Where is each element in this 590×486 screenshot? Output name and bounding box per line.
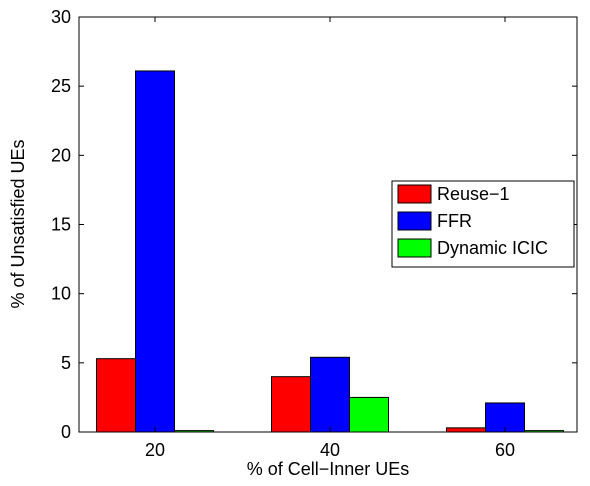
y-tick-label: 5 (61, 353, 71, 373)
x-tick-label: 60 (495, 440, 515, 460)
x-axis-ticks: 20 40 60 (145, 17, 515, 460)
y-tick-label: 20 (51, 145, 71, 165)
legend-swatch-ffr (397, 211, 432, 231)
x-axis-label: % of Cell−Inner UEs (247, 459, 410, 479)
bar-dynamic-icic-40 (349, 396, 389, 433)
y-axis-ticks: 0 5 10 15 20 25 30 (51, 7, 577, 442)
y-tick-label: 25 (51, 76, 71, 96)
x-tick-label: 20 (145, 440, 165, 460)
y-axis-label: % of Unsatisfied UEs (8, 139, 28, 308)
bar-reuse-1-20 (96, 358, 136, 433)
bar-reuse-1-60 (446, 427, 486, 433)
y-tick-label: 30 (51, 7, 71, 27)
legend-label-dynamic-icic: Dynamic ICIC (437, 238, 548, 258)
bars-group (96, 70, 564, 433)
legend-swatch-reuse-1 (397, 184, 432, 204)
bar-reuse-1-40 (271, 376, 311, 433)
x-tick-label: 40 (320, 440, 340, 460)
y-tick-label: 0 (61, 422, 71, 442)
legend: Reuse−1 FFR Dynamic ICIC (391, 180, 575, 268)
legend-swatch-dynamic-icic (397, 238, 432, 258)
legend-label-ffr: FFR (437, 211, 472, 231)
bar-ffr-20 (135, 70, 175, 433)
legend-label-reuse-1: Reuse−1 (437, 184, 510, 204)
y-tick-label: 15 (51, 215, 71, 235)
bar-ffr-40 (310, 356, 350, 433)
y-tick-label: 10 (51, 284, 71, 304)
